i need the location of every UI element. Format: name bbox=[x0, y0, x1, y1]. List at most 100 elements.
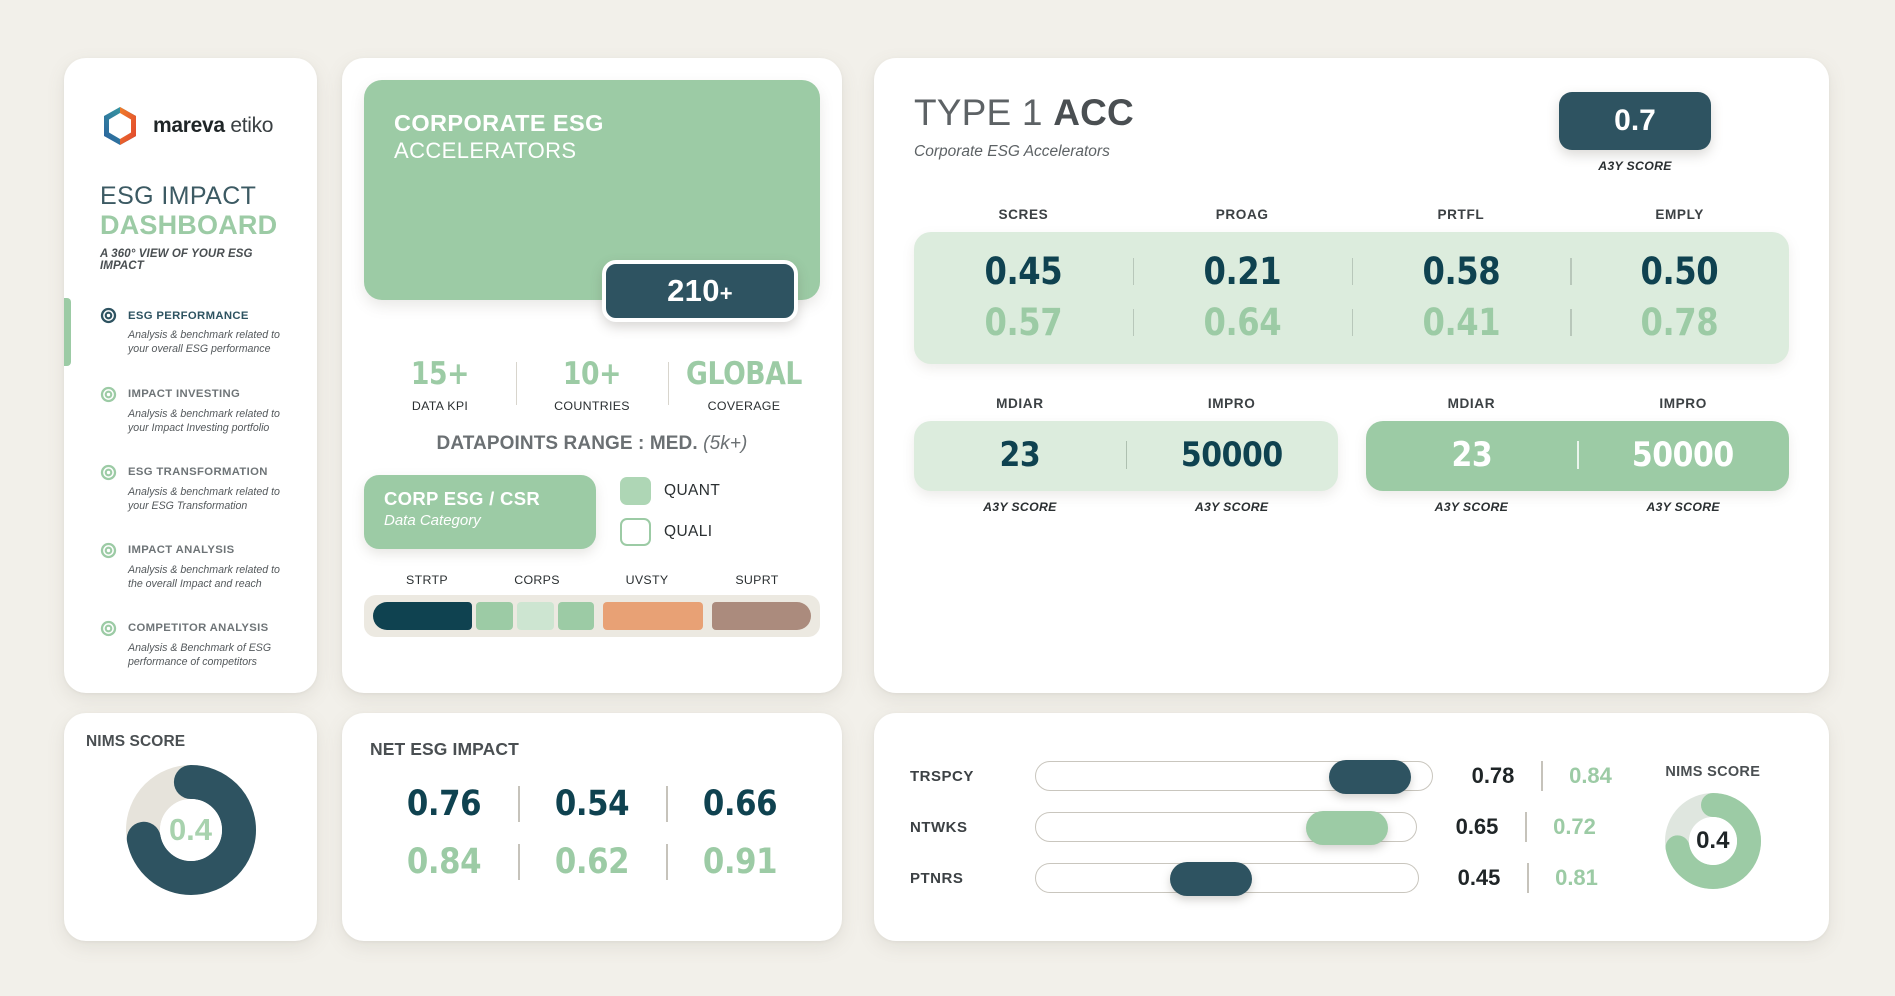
net-value: 0.84 bbox=[406, 842, 482, 882]
segment-uvsty[interactable] bbox=[603, 602, 703, 630]
sidebar-item-esg-performance[interactable]: ESG PERFORMANCE Analysis & benchmark rel… bbox=[64, 298, 293, 366]
segment-label-uvsty: UVSTY bbox=[625, 573, 669, 587]
kpi-row-secondary: 0.57 0.64 0.41 0.78 bbox=[914, 301, 1789, 344]
kpi-cell: 0.50 bbox=[1570, 250, 1789, 293]
legend-label: QUALI bbox=[664, 523, 713, 540]
bars-nims-block: NIMS SCORE 0.4 bbox=[1633, 764, 1794, 890]
page-title-line1: ESG IMPACT bbox=[100, 182, 257, 210]
segment-strtp[interactable] bbox=[373, 602, 473, 630]
sidebar-item-impact-analysis[interactable]: IMPACT ANALYSIS Analysis & benchmark rel… bbox=[88, 533, 293, 600]
kpi-cell: 0.78 bbox=[1570, 301, 1789, 344]
dual-group-left: MDIAR IMPRO 23 50000 A3Y SCORE A3Y SCORE bbox=[914, 396, 1338, 514]
indicator-row-ptnrs: PTNRS 0.45 0.81 bbox=[910, 862, 1619, 896]
a3y-score-block: 0.7 A3Y SCORE bbox=[1559, 92, 1711, 173]
bars-nims-title: NIMS SCORE bbox=[1665, 764, 1761, 780]
indicator-slider-knob[interactable] bbox=[1305, 811, 1388, 845]
segment-corps-2[interactable] bbox=[517, 602, 554, 630]
kpi-header-scres: SCRES bbox=[998, 207, 1049, 222]
dual-values-box: 23 50000 bbox=[914, 421, 1338, 491]
legend-item-quali[interactable]: QUALI bbox=[620, 518, 720, 546]
indicator-value: 0.65 bbox=[1455, 814, 1499, 839]
segment-corps-3[interactable] bbox=[557, 602, 595, 630]
accelerators-count: 210+ bbox=[667, 273, 733, 309]
nims-donut-chart: 0.4 bbox=[124, 763, 258, 897]
kpi-headers: SCRES PROAG PRTFL EMPLY bbox=[914, 207, 1789, 222]
data-category-title: CORP ESG / CSR bbox=[384, 488, 541, 509]
data-category-subtitle: Data Category bbox=[384, 512, 481, 529]
segment-labels: STRTP CORPS UVSTY SUPRT bbox=[364, 573, 820, 587]
brand-logo: mareva etiko bbox=[100, 106, 293, 146]
indicator-label: NTWKS bbox=[910, 818, 968, 836]
dual-caption: A3Y SCORE bbox=[983, 500, 1057, 514]
target-icon bbox=[100, 464, 117, 481]
sidebar-item-head: ESG PERFORMANCE bbox=[100, 307, 293, 324]
data-category-chip[interactable]: CORP ESG / CSR Data Category bbox=[364, 475, 596, 549]
indicator-values: 0.78 0.84 bbox=[1465, 761, 1619, 791]
legend-label: QUANT bbox=[664, 482, 721, 499]
kpi-header-prtfl: PRTFL bbox=[1437, 207, 1485, 222]
sidebar-item-impact-investing[interactable]: IMPACT INVESTING Analysis & benchmark re… bbox=[88, 377, 293, 444]
kpi-value: 0.64 bbox=[1203, 301, 1281, 344]
indicator-slider-knob[interactable] bbox=[1329, 760, 1412, 794]
net-value: 0.54 bbox=[554, 784, 630, 824]
sidebar-item-label: ESG PERFORMANCE bbox=[128, 309, 249, 322]
stat-value: 15+ bbox=[410, 356, 470, 392]
dual-header-mdiar: MDIAR bbox=[1447, 396, 1496, 411]
sidebar: mareva etiko ESG IMPACT DASHBOARD A 360°… bbox=[64, 58, 317, 693]
net-esg-impact-card: NET ESG IMPACT 0.76 0.54 0.66 0.84 0.62 … bbox=[342, 713, 842, 941]
main-panel-title-light: TYPE 1 bbox=[914, 92, 1043, 133]
net-esg-title: NET ESG IMPACT bbox=[370, 739, 519, 759]
stat-label: COUNTRIES bbox=[554, 399, 630, 413]
kpi-header-emply: EMPLY bbox=[1655, 207, 1704, 222]
net-value: 0.62 bbox=[554, 842, 630, 882]
indicator-slider-knob[interactable] bbox=[1169, 862, 1252, 896]
indicator-label: TRSPCY bbox=[910, 767, 974, 785]
value-divider bbox=[1541, 761, 1543, 791]
dual-header-mdiar: MDIAR bbox=[996, 396, 1044, 411]
sidebar-item-competitor-analysis[interactable]: COMPETITOR ANALYSIS Analysis & Benchmark… bbox=[88, 611, 293, 678]
sidebar-item-head: ESG TRANSFORMATION bbox=[100, 464, 293, 481]
net-cell: 0.91 bbox=[666, 842, 814, 882]
stat-value: GLOBAL bbox=[686, 356, 802, 392]
indicator-slider-track[interactable] bbox=[1035, 862, 1419, 896]
main-panel-title-bold: ACC bbox=[1053, 92, 1134, 133]
bars-nims-value: 0.4 bbox=[1696, 827, 1730, 854]
segment-corps-1[interactable] bbox=[476, 602, 513, 630]
target-icon bbox=[100, 620, 117, 637]
net-row-primary: 0.76 0.54 0.66 bbox=[370, 784, 814, 824]
legend-item-quant[interactable]: QUANT bbox=[620, 477, 720, 505]
main-panel-title: TYPE 1 ACC bbox=[914, 92, 1134, 134]
kpi-cell: 0.41 bbox=[1351, 301, 1571, 344]
indicator-slider-track[interactable] bbox=[1035, 811, 1417, 845]
brand-name-bold: mareva bbox=[153, 114, 225, 137]
indicator-label: PTNRS bbox=[910, 869, 964, 887]
net-value: 0.66 bbox=[702, 784, 778, 824]
accelerators-stats-row: 15+ DATA KPI 10+ COUNTRIES GLOBAL COVERA… bbox=[364, 356, 820, 413]
dual-values-box: 23 50000 bbox=[1365, 421, 1789, 491]
nims-donut-value: 0.4 bbox=[168, 812, 213, 847]
value-divider bbox=[1527, 863, 1529, 893]
kpi-cell: 0.58 bbox=[1351, 250, 1571, 293]
net-value: 0.91 bbox=[702, 842, 778, 882]
accelerators-card: CORPORATE ESG ACCELERATORS 210+ 15+ DATA… bbox=[342, 58, 842, 693]
datapoints-range-value: (5k+) bbox=[703, 433, 748, 454]
stat-value: 10+ bbox=[562, 356, 622, 392]
kpi-value: 0.50 bbox=[1640, 250, 1719, 293]
sidebar-item-head: IMPACT INVESTING bbox=[100, 386, 293, 403]
dual-headers: MDIAR IMPRO bbox=[914, 396, 1338, 411]
indicator-values: 0.45 0.81 bbox=[1451, 863, 1605, 893]
kpi-value: 0.21 bbox=[1203, 250, 1281, 293]
chart-legend: QUANT QUALI bbox=[620, 475, 720, 559]
net-cell: 0.84 bbox=[370, 842, 518, 882]
indicator-slider-track[interactable] bbox=[1035, 760, 1433, 794]
target-icon bbox=[100, 542, 117, 559]
accelerators-count-badge: 210+ bbox=[602, 260, 798, 322]
segment-bar[interactable] bbox=[364, 595, 820, 637]
legend-swatch-outline-icon bbox=[620, 518, 651, 546]
net-cell: 0.66 bbox=[666, 784, 814, 824]
indicator-bars-panel: TRSPCY 0.78 0.84 NTWKS 0.65 0. bbox=[874, 713, 1829, 941]
dual-value: 50000 bbox=[1180, 435, 1283, 475]
segment-suprt[interactable] bbox=[711, 602, 811, 630]
sidebar-item-esg-transformation[interactable]: ESG TRANSFORMATION Analysis & benchmark … bbox=[88, 455, 293, 522]
nims-card-title: NIMS SCORE bbox=[86, 733, 186, 750]
